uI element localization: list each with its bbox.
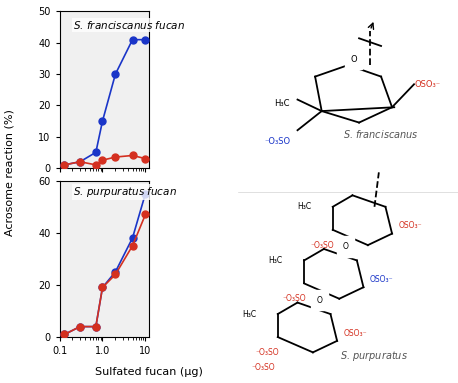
Text: $S$. $franciscanus$ fucan: $S$. $franciscanus$ fucan [73,19,185,31]
Text: OSO₃⁻: OSO₃⁻ [344,329,367,338]
Text: H₃C: H₃C [297,202,311,211]
Text: $S$. $franciscanus$: $S$. $franciscanus$ [343,128,419,140]
Text: $S$. $purpuratus$: $S$. $purpuratus$ [340,349,409,363]
Text: Acrosome reaction (%): Acrosome reaction (%) [5,109,15,236]
Text: ⁻O₃SO: ⁻O₃SO [256,348,279,357]
Text: OSO₃⁻: OSO₃⁻ [370,275,394,284]
Text: O: O [316,296,322,304]
Text: H₃C: H₃C [242,309,256,319]
Text: ⁻O₃SO: ⁻O₃SO [311,241,334,250]
Text: OSO₃⁻: OSO₃⁻ [398,221,422,231]
Text: ⁻O₃SO: ⁻O₃SO [282,294,306,303]
Text: Sulfated fucan (μg): Sulfated fucan (μg) [95,367,203,377]
Text: H₃C: H₃C [274,99,290,108]
Text: OSO₃⁻: OSO₃⁻ [414,80,440,89]
Text: O: O [350,55,357,64]
Text: H₃C: H₃C [268,256,283,265]
Text: $S$. $purpuratus$ fucan: $S$. $purpuratus$ fucan [73,185,177,199]
Text: ⁻O₃SO: ⁻O₃SO [265,137,291,146]
Text: O: O [343,242,349,251]
Text: ⁻O₃SO: ⁻O₃SO [251,363,275,372]
